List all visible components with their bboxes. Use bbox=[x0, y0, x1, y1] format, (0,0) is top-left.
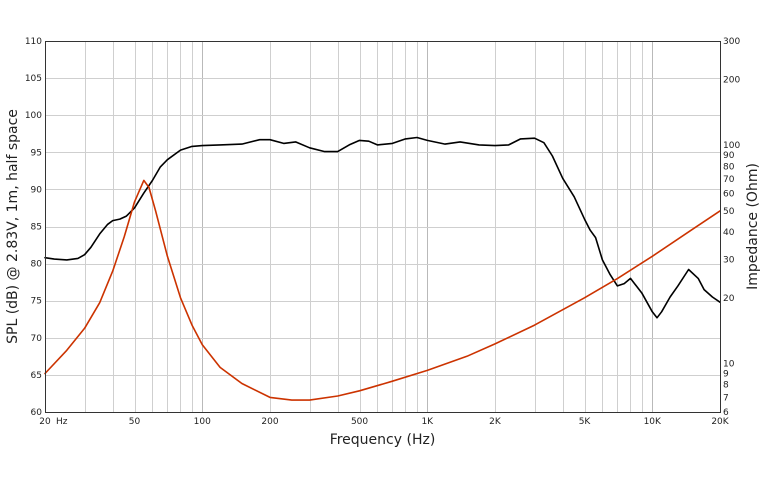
y-left-tick-label: 90 bbox=[31, 185, 43, 195]
y-right-tick-label: 200 bbox=[723, 75, 740, 85]
y-left-tick-label: 100 bbox=[25, 111, 42, 121]
y-right-tick-label: 6 bbox=[723, 408, 729, 418]
x-tick-labels: 20 50 100 200 500 1K 2K 5K 10K 20K bbox=[39, 417, 729, 427]
y-left-tick-label: 60 bbox=[31, 408, 43, 418]
y-right-tick-label: 90 bbox=[723, 151, 735, 161]
y-right-tick-label: 7 bbox=[723, 393, 729, 403]
y-left-tick-label: 85 bbox=[31, 223, 42, 233]
y-right-tick-label: 300 bbox=[723, 37, 740, 47]
y-right-tick-label: 50 bbox=[723, 207, 735, 217]
x-tick-label: 500 bbox=[351, 417, 368, 427]
y-right-tick-label: 8 bbox=[723, 381, 729, 391]
x-tick-label: 2K bbox=[489, 417, 502, 427]
y-right-tick-label: 40 bbox=[723, 228, 735, 238]
x-tick-label: 20K bbox=[711, 417, 729, 427]
x-tick-label: 100 bbox=[194, 417, 211, 427]
y-right-tick-label: 30 bbox=[723, 255, 735, 265]
y-right-tick-label: 9 bbox=[723, 370, 729, 380]
series-layer bbox=[44, 136, 721, 401]
y-left-tick-label: 75 bbox=[31, 297, 42, 307]
y-right-tick-label: 70 bbox=[723, 175, 735, 185]
y-right-tick-label: 100 bbox=[723, 141, 740, 151]
x-tick-label: 20 bbox=[39, 417, 51, 427]
x-axis-title: Frequency (Hz) bbox=[330, 432, 436, 448]
y-left-tick-label: 110 bbox=[25, 37, 42, 47]
x-tick-label: 10K bbox=[644, 417, 662, 427]
y-left-tick-labels: 60 65 70 75 80 85 90 95 100 105 110 bbox=[25, 37, 42, 418]
y-left-tick-label: 65 bbox=[31, 371, 42, 381]
x-tick-label: 1K bbox=[421, 417, 434, 427]
x-tick-label: 200 bbox=[261, 417, 278, 427]
y-right-tick-label: 60 bbox=[723, 190, 735, 200]
y-left-tick-label: 95 bbox=[31, 148, 42, 158]
y-right-tick-label: 20 bbox=[723, 294, 735, 304]
x-unit-label: Hz bbox=[56, 417, 68, 427]
y-right-axis-title: Impedance (Ohm) bbox=[745, 163, 761, 290]
y-left-tick-label: 105 bbox=[25, 74, 42, 84]
x-tick-label: 5K bbox=[579, 417, 592, 427]
y-left-tick-label: 80 bbox=[31, 260, 43, 270]
grid bbox=[45, 41, 721, 412]
y-right-tick-label: 80 bbox=[723, 162, 735, 172]
y-right-tick-label: 10 bbox=[723, 360, 735, 370]
plot-frame bbox=[45, 41, 721, 413]
x-tick-label: 50 bbox=[129, 417, 141, 427]
y-left-tick-label: 70 bbox=[31, 334, 43, 344]
impedance-curve bbox=[44, 179, 721, 401]
y-left-axis-title: SPL (dB) @ 2.83V, 1m, half space bbox=[5, 109, 21, 344]
